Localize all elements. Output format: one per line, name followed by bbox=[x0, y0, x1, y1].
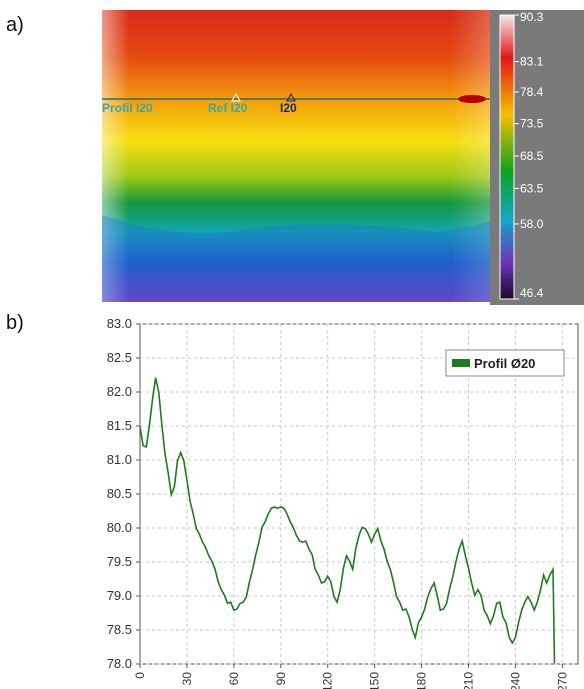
y-tick-label: 79.5 bbox=[107, 554, 132, 569]
y-tick-label: 81.5 bbox=[107, 418, 132, 433]
ref-label: Ref I20 bbox=[208, 101, 248, 115]
x-tick-label: 150 bbox=[368, 672, 382, 689]
cursor-label: I20 bbox=[280, 101, 297, 115]
scale-bar bbox=[499, 14, 515, 300]
ref-marker-icon bbox=[231, 92, 241, 102]
x-tick-label: 120 bbox=[321, 672, 335, 689]
thermogram: Profil I20 Ref I20 I20 90.3 83.1 78.4 73.5 6… bbox=[102, 10, 584, 305]
x-tick-label: 60 bbox=[227, 672, 241, 686]
y-tick-label: 82.0 bbox=[107, 384, 132, 399]
x-tick-label: 90 bbox=[274, 672, 288, 686]
y-tick-label: 78.0 bbox=[107, 656, 132, 671]
scale-tick-label: 68.5 bbox=[520, 149, 544, 163]
y-tick-label: 80.0 bbox=[107, 520, 132, 535]
legend-label: Profil Ø20 bbox=[474, 356, 535, 371]
legend-box bbox=[445, 349, 565, 377]
profile-label: Profil I20 bbox=[102, 101, 153, 115]
scale-ticks: 90.3 83.1 78.4 73.5 68.5 63.5 58.0 46.4 bbox=[514, 10, 544, 300]
thermal-cool-band bbox=[102, 215, 490, 302]
scale-tick-label: 73.5 bbox=[520, 117, 544, 131]
scale-tick-label: 63.5 bbox=[520, 181, 544, 195]
x-tick-label: 270 bbox=[555, 672, 569, 689]
y-tick-label: 83.0 bbox=[107, 316, 132, 331]
y-tick-label: 79.0 bbox=[107, 588, 132, 603]
x-tick-label: 30 bbox=[180, 672, 194, 686]
y-tick-label: 81.0 bbox=[107, 452, 132, 467]
panel-a-label: a) bbox=[6, 14, 24, 36]
y-tick-label: 78.5 bbox=[107, 622, 132, 637]
scale-tick-label: 46.4 bbox=[520, 286, 544, 300]
legend: Profil Ø20 bbox=[445, 349, 565, 377]
thermal-image-edge-shading bbox=[102, 10, 490, 302]
legend-swatch bbox=[452, 359, 470, 367]
x-axis: 0 30 60 90 120 150 180 210 240 270 bbox=[133, 664, 569, 689]
scale-tick-label: 90.3 bbox=[520, 10, 544, 24]
cursor-marker-icon bbox=[286, 92, 296, 102]
y-tick-label: 80.5 bbox=[107, 486, 132, 501]
profile-chart: 78.0 78.5 79.0 79.5 80.0 80.5 81.0 81.5 82.0 82.5… bbox=[107, 316, 579, 689]
x-tick-label: 180 bbox=[415, 672, 429, 689]
x-tick-label: 0 bbox=[133, 672, 147, 679]
x-tick-label: 240 bbox=[508, 672, 522, 689]
hotspot-marker bbox=[458, 95, 486, 103]
series-line-profil bbox=[139, 377, 556, 664]
panel-b-label: b) bbox=[6, 312, 24, 334]
scale-tick-label: 83.1 bbox=[520, 55, 544, 69]
y-axis: 78.0 78.5 79.0 79.5 80.0 80.5 81.0 81.5 82.0 82.5… bbox=[107, 316, 140, 671]
y-tick-label: 82.5 bbox=[107, 350, 132, 365]
scale-tick-label: 78.4 bbox=[520, 85, 544, 99]
scale-tick-label: 58.0 bbox=[520, 217, 544, 231]
x-tick-label: 210 bbox=[462, 672, 476, 689]
